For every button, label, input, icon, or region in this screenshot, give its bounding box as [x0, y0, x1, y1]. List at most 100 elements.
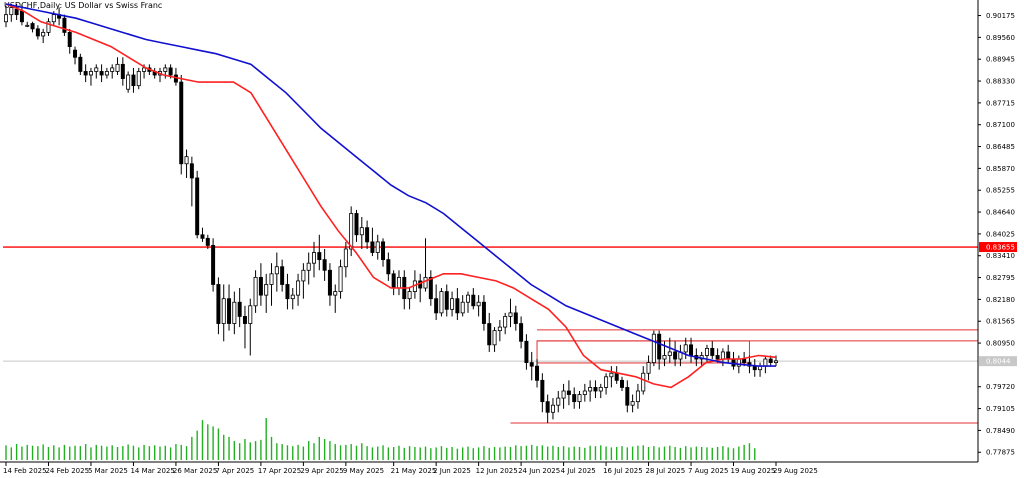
x-tick-label: 21 May 2025	[391, 467, 437, 475]
candle-bull	[396, 276, 401, 289]
x-tick-label: 5 Mar 2025	[88, 467, 128, 475]
candle-bull	[104, 71, 109, 76]
candle-bear	[593, 387, 598, 392]
candle-bull	[269, 273, 274, 285]
candle-bear	[742, 358, 747, 363]
candle-bull	[343, 248, 348, 268]
y-tick-label: 0.80950	[986, 340, 1015, 348]
x-tick-label: 7 Aug 2025	[688, 467, 728, 475]
chart-header: USDCHF,Daily: US Dollar vs Swiss Franc	[4, 1, 163, 10]
y-tick-label: 0.87100	[986, 121, 1015, 129]
candle-bull	[221, 298, 226, 324]
candle-bull	[110, 67, 115, 72]
y-tick-label: 0.88945	[986, 56, 1015, 64]
candle-bear	[434, 298, 439, 314]
candle-bull	[333, 291, 338, 296]
candle-bull	[25, 24, 30, 27]
candle-bull	[604, 376, 609, 388]
candle-bear	[487, 323, 492, 346]
candle-bull	[503, 316, 508, 328]
volume-histogram	[5, 418, 756, 460]
period-label: Daily	[39, 1, 60, 10]
candle-bull	[683, 344, 688, 353]
candle-bull	[51, 14, 56, 23]
candle-bear	[200, 234, 205, 239]
candle-bull	[492, 330, 497, 346]
candle-bull	[460, 301, 465, 314]
x-tick-label: 9 May 2025	[343, 467, 384, 475]
candle-bear	[258, 276, 263, 296]
candle-bull	[4, 14, 8, 23]
candle-bear	[99, 71, 104, 76]
candle-bear	[237, 301, 242, 317]
moving-average-lines	[5, 3, 777, 389]
candle-bear	[519, 323, 524, 342]
candle-bear	[715, 355, 720, 360]
candle-bull	[94, 67, 99, 72]
candle-bear	[19, 10, 24, 23]
y-tick-label: 0.85870	[986, 165, 1015, 173]
x-tick-label: 28 Jul 2025	[646, 467, 686, 475]
x-tick-label: 24 Feb 2025	[45, 467, 89, 475]
symbol-description: US Dollar vs Swiss Franc	[64, 1, 163, 10]
candlestick-series	[4, 4, 778, 423]
level-price-tag-label: 0.83655	[986, 244, 1015, 252]
candle-bear	[62, 17, 67, 33]
y-tick-label: 0.79105	[986, 405, 1015, 413]
candle-bull	[704, 347, 709, 356]
candle-bull	[635, 390, 640, 403]
candle-bull	[577, 394, 582, 403]
candle-bull	[763, 358, 768, 367]
candle-bear	[614, 372, 619, 381]
candle-bull	[253, 276, 258, 307]
candle-bear	[535, 365, 540, 381]
candle-bear	[566, 390, 571, 395]
y-tick-label: 0.79720	[986, 383, 1015, 391]
y-tick-label: 0.85255	[986, 187, 1015, 195]
candle-bear	[205, 237, 210, 246]
y-tick-label: 0.84025	[986, 230, 1015, 238]
x-tick-label: 29 Apr 2025	[300, 467, 343, 475]
y-tick-label: 0.86485	[986, 143, 1015, 151]
candle-bull	[720, 351, 725, 360]
candle-bull	[232, 301, 237, 324]
candle-bear	[189, 163, 194, 179]
x-tick-label: 16 Jul 2025	[603, 467, 643, 475]
candle-bull	[274, 266, 279, 275]
symbol-label: USDCHF	[4, 1, 38, 10]
x-tick-label: 4 Jul 2025	[561, 467, 596, 475]
candle-bull	[641, 372, 646, 392]
candle-bear	[481, 301, 486, 324]
candle-bear	[242, 316, 247, 324]
x-tick-label: 7 Apr 2025	[215, 467, 254, 475]
x-tick-label: 2 Jun 2025	[433, 467, 471, 475]
candle-bear	[14, 8, 19, 16]
candle-bull	[630, 401, 635, 406]
candle-bear	[620, 379, 624, 388]
candle-bear	[768, 358, 773, 363]
candle-bull	[423, 276, 428, 289]
y-tick-label: 0.87715	[986, 99, 1015, 107]
candle-bull	[556, 397, 561, 406]
candle-bull	[306, 262, 311, 271]
candle-bull	[450, 298, 455, 310]
candle-bear	[524, 340, 529, 363]
candle-bull	[338, 266, 343, 292]
candle-bull	[349, 213, 354, 250]
candle-bear	[455, 298, 460, 314]
candle-bull	[497, 326, 502, 332]
candle-bull	[774, 360, 778, 363]
candle-bear	[73, 49, 78, 58]
candle-bear	[444, 291, 449, 310]
candle-bear	[195, 177, 200, 236]
candle-bear	[179, 81, 184, 165]
candle-bear	[30, 23, 35, 30]
y-tick-label: 0.90175	[986, 12, 1015, 20]
candle-bull	[609, 372, 614, 378]
y-tick-label: 0.83410	[986, 252, 1015, 260]
y-tick-label: 0.77875	[986, 449, 1015, 457]
candle-bear	[391, 273, 396, 289]
y-tick-label: 0.81565	[986, 318, 1015, 326]
candle-bull	[550, 404, 555, 413]
